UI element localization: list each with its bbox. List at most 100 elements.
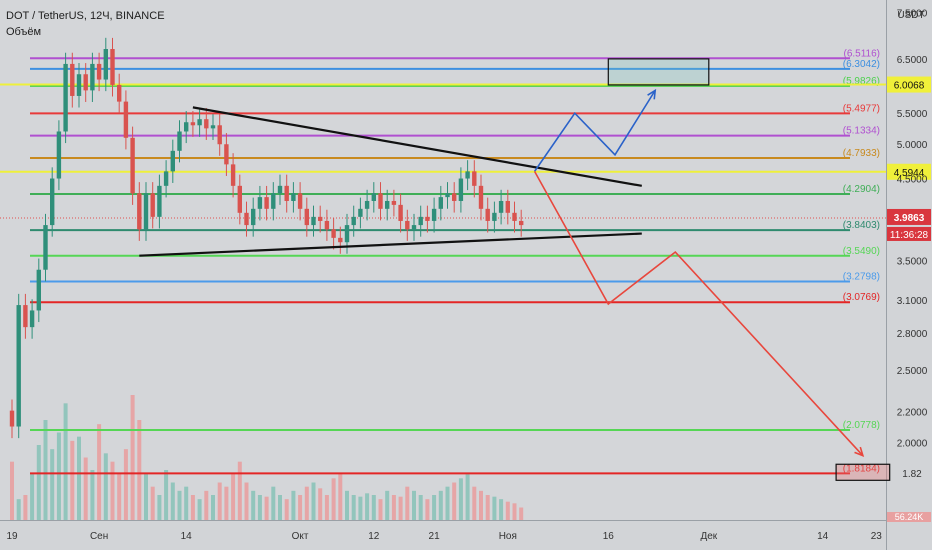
volume-bar <box>117 474 122 520</box>
volume-bar <box>271 486 276 520</box>
time-tick-label: 16 <box>603 531 615 542</box>
candle-body <box>29 310 35 328</box>
price-tick-label: 5.0000 <box>897 140 928 151</box>
candles <box>9 37 524 439</box>
volume-bar <box>304 486 309 520</box>
fib-level-label: (5.4977) <box>843 103 880 114</box>
fib-level-label: (3.5490) <box>843 246 880 257</box>
fib-level-label: (4.2904) <box>843 184 880 195</box>
time-tick-label: Окт <box>292 531 309 542</box>
yellow-level-value: 6.0068 <box>894 81 925 92</box>
time-tick-label: 23 <box>871 531 883 542</box>
volume-bar <box>445 486 450 520</box>
volume-bar <box>298 495 303 520</box>
candle-body <box>478 185 484 209</box>
price-tick-label: 4.5000 <box>897 175 928 186</box>
candle-body <box>123 101 129 138</box>
fib-level-label: (3.2798) <box>843 271 880 282</box>
candle-body <box>163 171 169 186</box>
volume-bar <box>425 499 430 520</box>
volume-bar <box>157 495 162 520</box>
candle-body <box>458 178 464 201</box>
volume-bar <box>224 486 229 520</box>
price-tick-label: 6.5000 <box>897 55 928 66</box>
candle-body <box>130 137 135 194</box>
volume-bar <box>211 495 215 520</box>
candle-body <box>291 193 296 201</box>
candle-body <box>338 237 343 243</box>
fib-level-label: (5.9826) <box>843 76 880 87</box>
volume-bar <box>472 486 477 520</box>
time-tick-label: 19 <box>6 531 18 542</box>
candle-body <box>90 63 95 91</box>
candle-body <box>452 193 457 201</box>
price-tick-label: 5.5000 <box>897 109 928 120</box>
volume-bar <box>278 495 282 520</box>
volume-bar <box>499 499 504 520</box>
candle-body <box>445 193 450 198</box>
volume-bar <box>345 490 349 520</box>
candle-body <box>204 119 209 129</box>
volume-bar <box>204 490 209 520</box>
target-box-down <box>835 463 891 481</box>
time-tick-label: 12 <box>368 531 380 542</box>
volume-bars <box>10 395 524 520</box>
candle-body <box>344 225 350 243</box>
volume-bar <box>43 420 48 520</box>
candle-body <box>505 200 510 213</box>
candle-body <box>465 171 470 179</box>
candle-body <box>364 200 370 209</box>
price-tick-label: 3.5000 <box>897 256 928 267</box>
time-tick-label: Дек <box>700 531 717 542</box>
yellow-levels: 6.0068 4.5944 <box>0 76 931 180</box>
candle-body <box>284 185 289 201</box>
volume-bar <box>492 496 497 520</box>
volume-bar <box>485 495 490 520</box>
volume-bar <box>170 482 175 520</box>
volume-bar <box>130 395 135 520</box>
candle-body <box>117 84 122 102</box>
volume-bar <box>257 495 262 520</box>
candle-body <box>438 197 443 209</box>
volume-bar <box>432 495 437 520</box>
fib-level-label: (1.8184) <box>843 463 880 474</box>
volume-bar <box>331 478 336 520</box>
volume-bar <box>391 495 396 520</box>
candle-body <box>311 216 316 226</box>
candle-body <box>36 269 41 311</box>
volume-bar <box>231 474 236 520</box>
price-tick-label: 7.5000 <box>897 8 928 19</box>
target-box-up <box>607 58 710 86</box>
candle-body <box>224 144 229 165</box>
volume-bar <box>184 486 189 520</box>
countdown-value: 11:36:28 <box>890 230 929 241</box>
fib-level-label: (5.1334) <box>843 126 880 137</box>
candle-body <box>398 204 403 221</box>
countdown-tag <box>887 226 931 241</box>
volume-bar <box>63 403 68 520</box>
candle-body <box>184 122 189 132</box>
candle-body <box>277 185 283 194</box>
candle-body <box>244 212 249 226</box>
candle-body <box>378 193 383 209</box>
candle-body <box>257 197 263 209</box>
volume-bar <box>405 486 410 520</box>
volume-bar <box>23 495 28 520</box>
symbol-title[interactable]: DOT / TetherUS, 12Ч, BINANCE <box>6 10 165 22</box>
volume-bar <box>264 496 269 520</box>
volume-bar <box>311 482 316 520</box>
candle-body <box>170 150 175 172</box>
candle-body <box>405 220 410 230</box>
fib-levels: (6.5116)(6.3042) (5.9826) (5.4977) (5.1334)… <box>30 48 880 475</box>
volume-bar <box>150 486 155 520</box>
volume-bar <box>244 482 249 520</box>
candle-body <box>297 193 303 209</box>
price-tick-label: 3.1000 <box>897 296 928 307</box>
volume-bar <box>177 490 182 520</box>
time-axis <box>0 520 886 550</box>
candle-body <box>237 185 242 213</box>
volume-indicator-label[interactable]: Объём <box>6 26 42 38</box>
volume-bar <box>479 490 483 520</box>
